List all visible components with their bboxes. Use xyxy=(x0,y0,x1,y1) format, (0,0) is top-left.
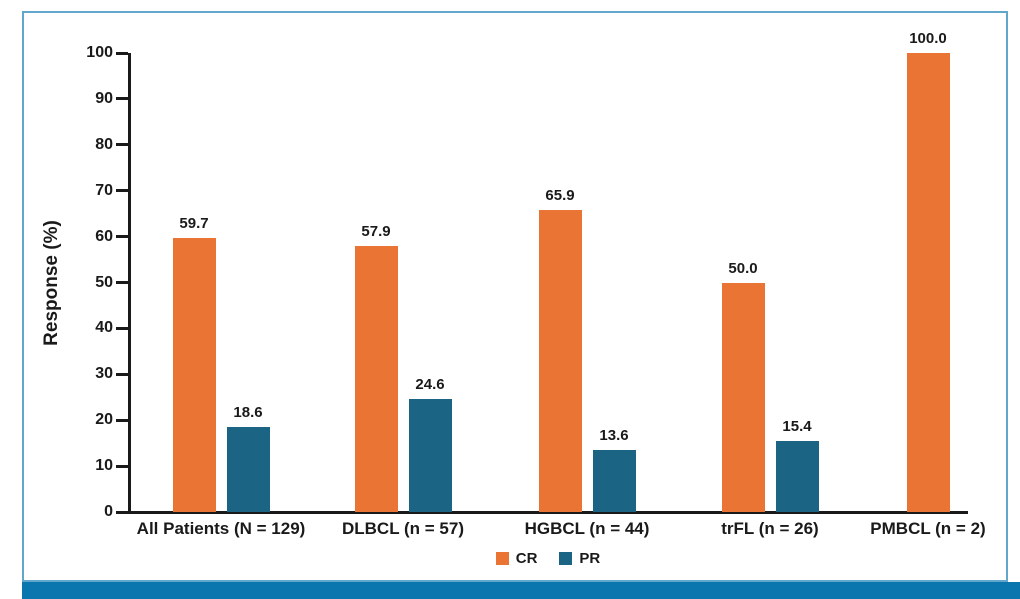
y-tick-label: 10 xyxy=(95,457,113,475)
bar-value-label: 24.6 xyxy=(415,376,445,394)
bar-pr xyxy=(775,441,819,512)
footer-accent-bar xyxy=(22,582,1020,599)
legend-label-pr: PR xyxy=(579,549,601,567)
bar-cr xyxy=(906,53,950,512)
y-tick-label: 0 xyxy=(104,503,113,520)
x-axis-line xyxy=(128,511,968,514)
bar-cr xyxy=(172,237,216,512)
bar-pr xyxy=(226,426,270,512)
bar-value-label: 50.0 xyxy=(728,259,758,277)
x-category-label: HGBCL (n = 44) xyxy=(524,519,650,538)
y-tick-label: 40 xyxy=(95,319,113,337)
legend-swatch-pr xyxy=(559,551,573,565)
bar-value-label: 13.6 xyxy=(599,426,629,444)
y-tick xyxy=(116,281,128,284)
bar-value-label: 65.9 xyxy=(545,186,575,204)
bar-value-label: 18.6 xyxy=(233,403,263,421)
bar-pr xyxy=(592,449,636,512)
y-axis-line xyxy=(128,53,131,514)
bar-cr xyxy=(721,282,765,512)
legend-item-cr: CR xyxy=(495,549,538,567)
x-category-label: trFL (n = 26) xyxy=(721,519,819,538)
y-tick-label: 60 xyxy=(95,227,113,245)
bar-value-label: 57.9 xyxy=(361,223,391,241)
x-category-label: DLBCL (n = 57) xyxy=(341,519,464,538)
y-tick-label: 20 xyxy=(95,411,113,429)
y-tick xyxy=(116,235,128,239)
bar-cr xyxy=(538,209,582,512)
bar-value-label: 15.4 xyxy=(782,418,812,436)
y-tick-label: 70 xyxy=(95,181,113,199)
bar-value-label: 59.7 xyxy=(179,214,209,232)
y-tick-label: 50 xyxy=(95,273,113,291)
legend: CR PR xyxy=(128,549,968,567)
y-tick xyxy=(116,143,128,147)
x-category-label: All Patients (N = 129) xyxy=(136,519,306,538)
y-tick xyxy=(116,464,128,468)
y-tick-label: 100 xyxy=(86,44,113,61)
bar-pr xyxy=(408,399,452,512)
y-tick xyxy=(116,510,128,514)
y-tick-label: 30 xyxy=(95,365,113,383)
y-tick xyxy=(116,372,128,376)
x-category-label: PMBCL (n = 2) xyxy=(870,519,986,538)
y-tick xyxy=(116,189,128,193)
legend-label-cr: CR xyxy=(515,549,538,567)
y-tick-label: 90 xyxy=(95,89,113,107)
y-tick xyxy=(116,326,128,330)
legend-swatch-cr xyxy=(495,551,509,565)
y-tick-label: 80 xyxy=(95,135,113,153)
bar-cr xyxy=(354,246,398,512)
y-tick xyxy=(116,51,128,55)
bar-value-label: 100.0 xyxy=(909,30,947,47)
y-tick xyxy=(116,97,128,101)
y-tick xyxy=(116,418,128,422)
legend-item-pr: PR xyxy=(559,551,600,566)
